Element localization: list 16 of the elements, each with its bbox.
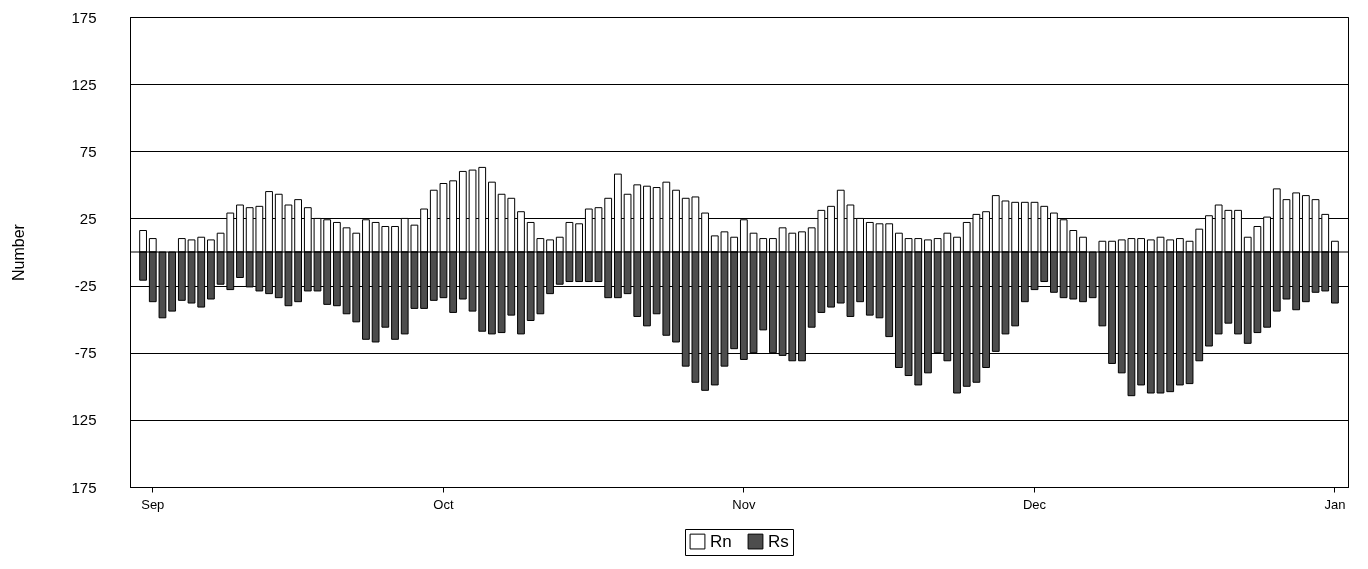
y-tick-label: 25 xyxy=(79,209,97,227)
x-tick-label: Nov xyxy=(732,496,756,512)
y-tick-label: 175 xyxy=(71,478,97,496)
x-tick-label: Jan xyxy=(1324,496,1346,512)
legend-label: Rn xyxy=(710,531,732,551)
y-tick-label: -75 xyxy=(74,344,97,362)
x-tick-label: Dec xyxy=(1022,496,1047,512)
x-tick-label: Oct xyxy=(433,496,454,512)
y-tick-label: 75 xyxy=(79,142,97,160)
y-tick-label: 125 xyxy=(71,411,97,429)
y-tick-label: -25 xyxy=(74,277,97,295)
y-axis-title: Number xyxy=(10,223,28,281)
y-tick-label: 175 xyxy=(71,8,97,26)
legend-label: Rs xyxy=(768,531,789,551)
y-tick-label: 125 xyxy=(71,75,97,93)
x-tick-label: Sep xyxy=(141,496,165,512)
